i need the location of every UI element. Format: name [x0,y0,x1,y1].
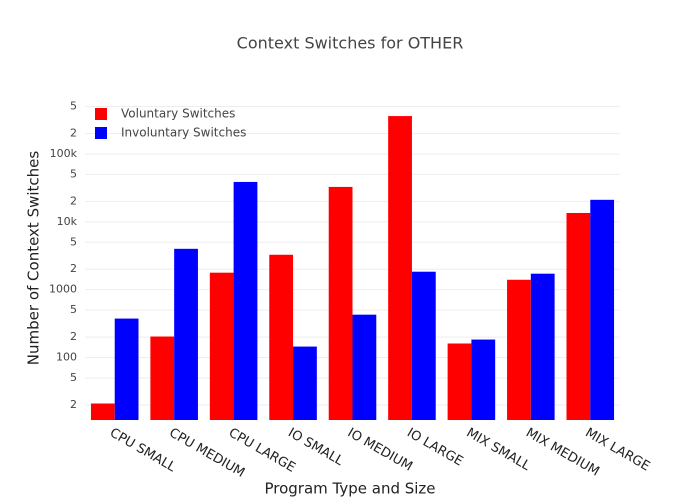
bar [566,212,591,420]
bar [590,199,615,420]
legend-swatch [95,127,107,139]
bar [209,272,234,420]
y-tick-label: 2 [70,127,77,140]
y-tick-label: 2 [70,194,77,207]
y-tick-label: 10k [57,215,78,228]
bar [269,254,294,420]
y-tick-label: 5 [70,303,77,316]
y-tick-label: 5 [70,235,77,248]
bar [174,248,198,420]
y-tick-label: 5 [70,167,77,180]
bar [114,318,139,420]
bar [150,336,175,420]
bar [530,273,555,420]
x-tick-label: CPU SMALL [107,426,179,476]
y-axis-title: Number of Context Switches [25,151,43,366]
bar [328,186,353,420]
bar [388,116,412,421]
bar [411,271,436,420]
x-tick-label: IO MEDIUM [345,426,415,475]
y-tick-label: 2 [70,262,77,275]
y-tick-label: 100 [56,351,77,364]
legend-label: Involuntary Switches [121,126,246,140]
bar [507,279,531,420]
chart-title: Context Switches for OTHER [237,34,464,53]
y-tick-label: 1000 [49,283,77,296]
legend-label: Voluntary Switches [121,107,235,121]
y-tick-label: 2 [70,398,77,411]
y-tick-label: 100k [50,147,78,160]
y-tick-label: 5 [70,371,77,384]
bar [352,314,377,420]
y-tick-label: 5 [70,100,77,113]
bar [293,346,317,420]
bar [90,403,115,420]
bar [233,181,258,420]
legend-swatch [95,108,107,120]
x-axis-title: Program Type and Size [264,480,435,498]
bar [447,343,472,420]
y-tick-label: 2 [70,330,77,343]
x-tick-label: MIX SMALL [464,426,534,475]
bar [471,339,496,420]
